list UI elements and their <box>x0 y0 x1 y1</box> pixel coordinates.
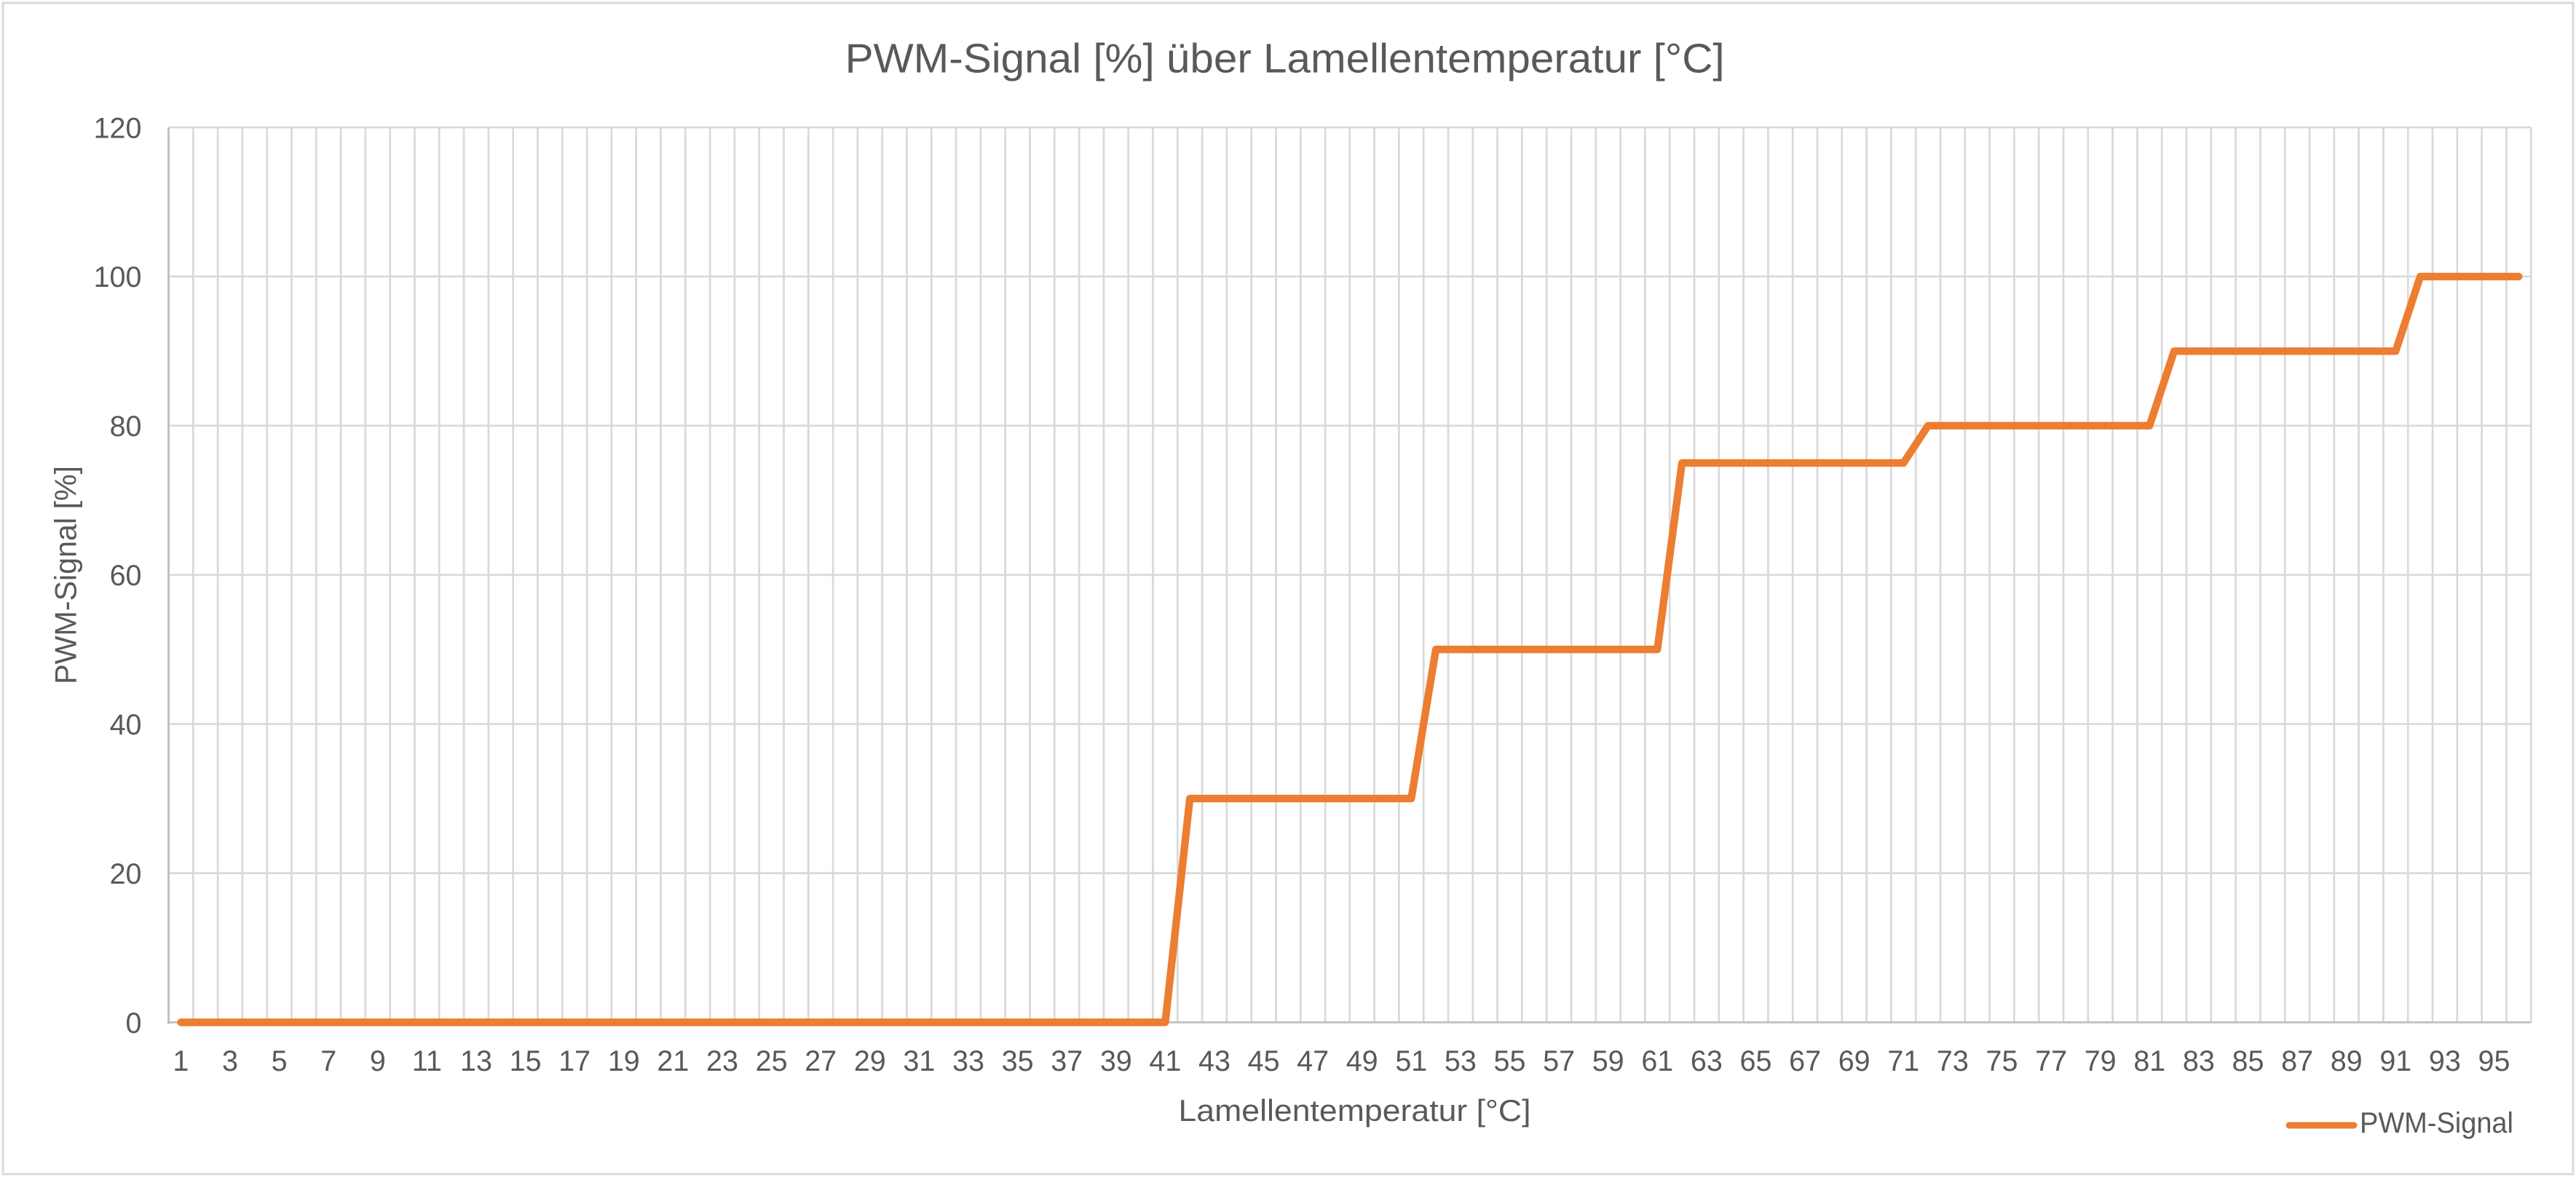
svg-text:20: 20 <box>110 858 142 890</box>
svg-text:31: 31 <box>903 1045 935 1077</box>
svg-text:7: 7 <box>320 1045 336 1077</box>
svg-text:41: 41 <box>1149 1045 1181 1077</box>
svg-text:60: 60 <box>110 560 142 592</box>
svg-text:93: 93 <box>2429 1045 2461 1077</box>
svg-text:37: 37 <box>1051 1045 1083 1077</box>
svg-text:17: 17 <box>558 1045 590 1077</box>
svg-text:55: 55 <box>1494 1045 1526 1077</box>
svg-text:75: 75 <box>1986 1045 2018 1077</box>
svg-text:40: 40 <box>110 709 142 741</box>
svg-text:21: 21 <box>657 1045 689 1077</box>
svg-text:33: 33 <box>952 1045 984 1077</box>
svg-text:85: 85 <box>2232 1045 2264 1077</box>
svg-text:43: 43 <box>1198 1045 1230 1077</box>
svg-text:81: 81 <box>2133 1045 2165 1077</box>
svg-text:73: 73 <box>1937 1045 1969 1077</box>
svg-text:59: 59 <box>1592 1045 1624 1077</box>
svg-text:25: 25 <box>756 1045 788 1077</box>
svg-text:89: 89 <box>2331 1045 2363 1077</box>
svg-text:63: 63 <box>1691 1045 1723 1077</box>
svg-text:5: 5 <box>272 1045 288 1077</box>
svg-text:65: 65 <box>1740 1045 1772 1077</box>
svg-text:57: 57 <box>1543 1045 1575 1077</box>
svg-text:27: 27 <box>805 1045 837 1077</box>
svg-text:15: 15 <box>510 1045 542 1077</box>
svg-text:PWM-Signal: PWM-Signal <box>2360 1107 2513 1139</box>
svg-text:23: 23 <box>706 1045 738 1077</box>
svg-text:87: 87 <box>2281 1045 2313 1077</box>
svg-text:13: 13 <box>460 1045 492 1077</box>
svg-text:49: 49 <box>1346 1045 1378 1077</box>
svg-text:61: 61 <box>1641 1045 1673 1077</box>
svg-text:80: 80 <box>110 411 142 443</box>
svg-text:91: 91 <box>2379 1045 2411 1077</box>
svg-text:Lamellentemperatur [°C]: Lamellentemperatur [°C] <box>1179 1093 1531 1128</box>
svg-text:53: 53 <box>1445 1045 1477 1077</box>
svg-text:39: 39 <box>1100 1045 1132 1077</box>
svg-text:120: 120 <box>94 112 142 144</box>
svg-text:83: 83 <box>2183 1045 2215 1077</box>
svg-text:19: 19 <box>608 1045 640 1077</box>
svg-text:0: 0 <box>126 1007 142 1039</box>
svg-text:35: 35 <box>1002 1045 1034 1077</box>
svg-text:PWM-Signal [%] über Lamellente: PWM-Signal [%] über Lamellentemperatur [… <box>845 36 1725 82</box>
svg-text:79: 79 <box>2085 1045 2117 1077</box>
svg-text:1: 1 <box>173 1045 189 1077</box>
svg-text:9: 9 <box>370 1045 386 1077</box>
svg-text:51: 51 <box>1395 1045 1427 1077</box>
svg-text:PWM-Signal [%]: PWM-Signal [%] <box>48 466 82 684</box>
svg-text:71: 71 <box>1887 1045 1919 1077</box>
svg-text:95: 95 <box>2478 1045 2510 1077</box>
svg-text:77: 77 <box>2035 1045 2067 1077</box>
svg-text:69: 69 <box>1838 1045 1870 1077</box>
svg-text:3: 3 <box>222 1045 238 1077</box>
svg-text:11: 11 <box>412 1045 442 1077</box>
svg-text:29: 29 <box>854 1045 886 1077</box>
svg-text:100: 100 <box>94 261 142 293</box>
svg-text:67: 67 <box>1789 1045 1821 1077</box>
svg-text:47: 47 <box>1297 1045 1329 1077</box>
svg-text:45: 45 <box>1248 1045 1280 1077</box>
